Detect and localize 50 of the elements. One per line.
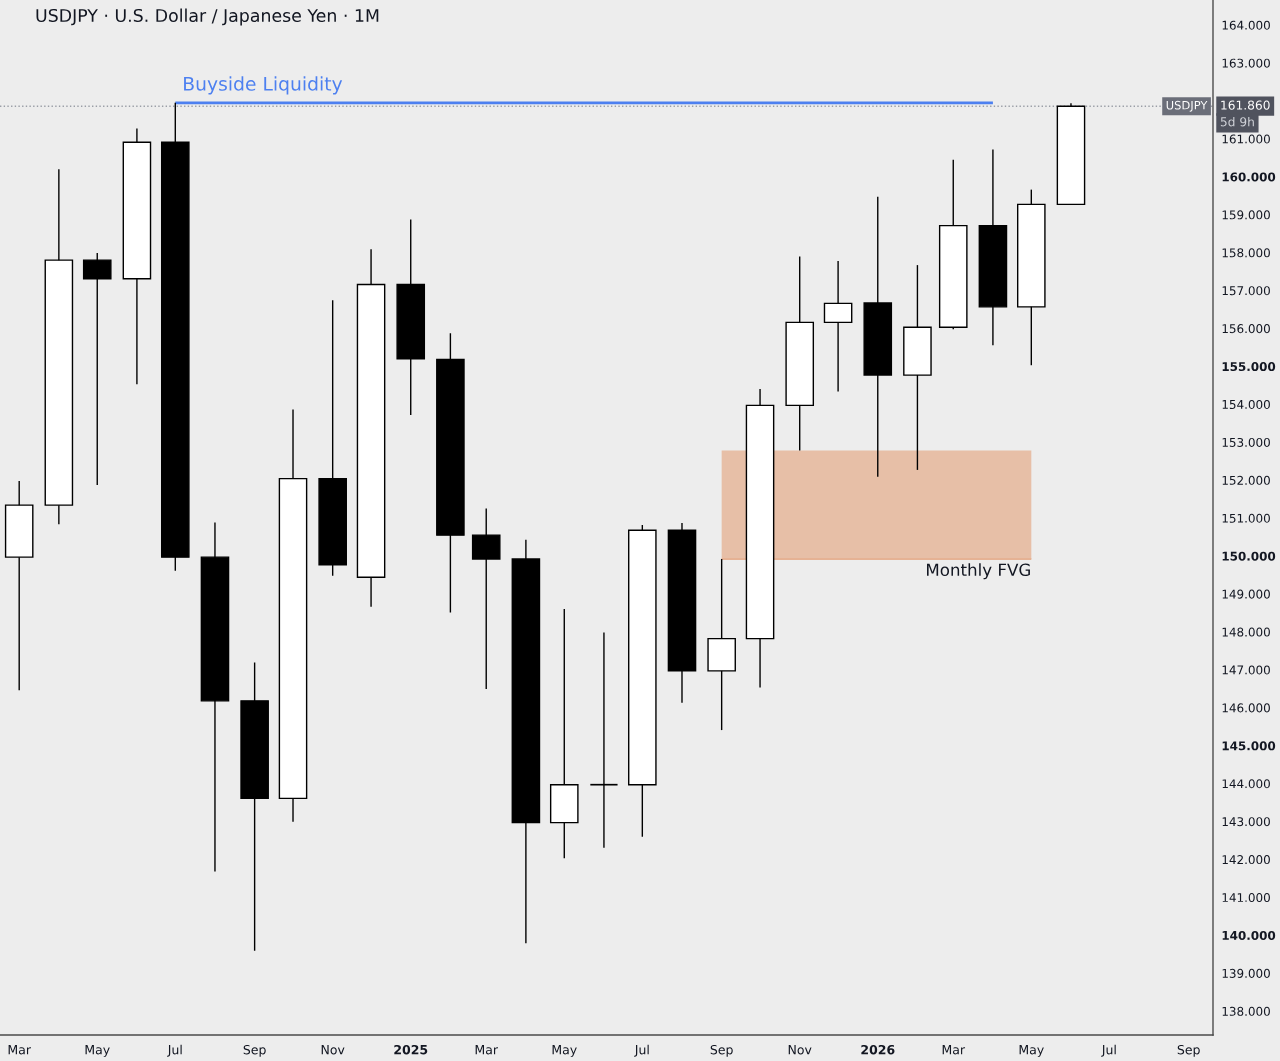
x-tick-label: Sep [243, 1044, 266, 1057]
y-tick-label: 146.000 [1222, 703, 1270, 713]
y-tick-label: 143.000 [1222, 817, 1270, 827]
y-tick-label: 156.000 [1222, 324, 1270, 334]
text: 5d 9h [1220, 116, 1254, 127]
candlestick [82, 252, 112, 486]
y-tick-label: 152.000 [1222, 475, 1270, 485]
y-tick-label: 141.000 [1222, 893, 1270, 903]
series-label: Monthly FVG [927, 563, 1030, 580]
x-tick-label: Mar [8, 1045, 31, 1055]
ref-line-label: 161.860 [1221, 100, 1270, 110]
candlestick [589, 631, 619, 849]
x-tick-label: Mar [942, 1045, 966, 1055]
y-tick-label: 147.000 [1222, 665, 1270, 675]
x-tick-label: May [1019, 1045, 1044, 1057]
y-tick-label: 145.000 [1222, 741, 1276, 751]
annotation: USDJPY [1166, 100, 1208, 112]
y-tick-label: 154.000 [1222, 399, 1270, 409]
y-tick-label: 160.000 [1222, 172, 1276, 182]
x-tick-label: Nov [788, 1045, 812, 1055]
y-tick-label: 140.000 [1222, 930, 1276, 940]
y-tick-label: 164.000 [1222, 20, 1270, 30]
x-tick-label: Jul [1101, 1044, 1116, 1057]
y-tick-label: 158.000 [1222, 248, 1270, 258]
x-tick-label: Jul [167, 1044, 182, 1057]
y-tick-label: 157.000 [1222, 286, 1270, 296]
x-tick-label: May [85, 1045, 110, 1057]
y-tick-label: 139.000 [1222, 968, 1270, 978]
y-tick-label: 151.000 [1222, 513, 1270, 523]
y-tick-label: 155.000 [1222, 362, 1276, 372]
y-tick-label: 153.000 [1222, 437, 1270, 447]
x-tick-label: 2025 [394, 1044, 428, 1055]
chart-title: USDJPY · U.S. Dollar / Japanese Yen · 1M [36, 8, 379, 26]
series-label: Buyside Liquidity [184, 76, 343, 95]
y-tick-label: 161.000 [1222, 134, 1270, 144]
y-tick-label: 163.000 [1222, 58, 1270, 68]
y-tick-label: 144.000 [1222, 779, 1270, 789]
y-tick-label: 138.000 [1222, 1006, 1270, 1016]
x-tick-label: Nov [321, 1045, 345, 1055]
y-tick-label: 150.000 [1222, 551, 1276, 561]
x-tick-label: Sep [710, 1044, 733, 1057]
x-tick-label: Sep [1177, 1044, 1200, 1057]
x-tick-label: Mar [475, 1045, 499, 1055]
y-tick-label: 149.000 [1222, 589, 1270, 599]
y-tick-label: 159.000 [1222, 210, 1270, 220]
x-tick-label: May [552, 1045, 577, 1057]
y-tick-label: 148.000 [1222, 627, 1270, 637]
y-tick-label: 142.000 [1222, 855, 1270, 865]
x-tick-label: 2026 [861, 1044, 895, 1055]
x-tick-label: Jul [634, 1044, 649, 1057]
